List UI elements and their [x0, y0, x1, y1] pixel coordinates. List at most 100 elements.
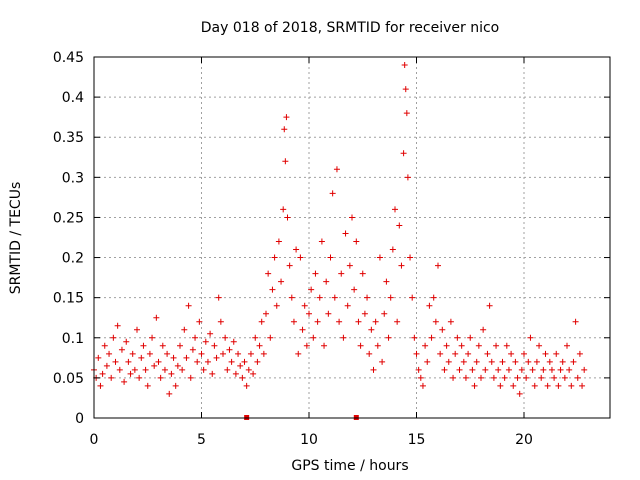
data-point — [293, 246, 300, 253]
data-point — [417, 374, 424, 381]
y-tick-label: 0 — [75, 411, 84, 427]
data-point — [497, 382, 504, 389]
data-point — [159, 342, 166, 349]
data-point — [368, 326, 375, 333]
data-point — [387, 294, 394, 301]
data-point — [548, 366, 555, 373]
data-point — [450, 374, 457, 381]
data-point — [179, 366, 186, 373]
data-point — [415, 366, 422, 373]
data-point — [299, 326, 306, 333]
data-point — [402, 86, 409, 93]
data-point — [331, 294, 338, 301]
data-point — [192, 334, 199, 341]
data-point — [239, 374, 246, 381]
data-point — [531, 382, 538, 389]
data-point — [121, 378, 128, 385]
data-point — [271, 254, 278, 261]
data-point — [202, 338, 209, 345]
data-point — [177, 342, 183, 349]
data-point — [426, 302, 433, 309]
data-point — [196, 318, 203, 325]
data-point — [564, 342, 570, 349]
data-point — [207, 330, 214, 337]
data-point — [551, 374, 558, 381]
data-point — [516, 390, 523, 397]
data-point — [370, 366, 377, 373]
data-point — [424, 358, 431, 365]
data-point — [151, 362, 158, 369]
data-point — [224, 366, 231, 373]
data-point — [400, 150, 407, 157]
data-point — [344, 302, 351, 309]
data-point — [490, 374, 497, 381]
data-point — [495, 366, 502, 373]
data-point — [559, 358, 566, 365]
data-point — [153, 314, 160, 321]
y-tick-label: 0.15 — [53, 291, 84, 307]
plot-frame — [93, 56, 611, 419]
data-point — [392, 206, 398, 213]
data-point — [340, 334, 347, 341]
x-tick-label: 0 — [90, 432, 99, 448]
data-point — [250, 370, 257, 377]
data-point — [389, 246, 396, 253]
data-point — [525, 358, 532, 365]
data-point — [538, 374, 545, 381]
data-point — [318, 238, 325, 245]
data-point — [385, 334, 392, 341]
data-point — [269, 286, 276, 293]
data-point — [376, 254, 383, 261]
data-point — [355, 318, 362, 325]
y-tick-label: 0.1 — [62, 331, 84, 347]
data-point — [308, 286, 315, 293]
data-point — [172, 382, 179, 389]
data-point — [284, 214, 291, 221]
data-point — [333, 166, 340, 173]
data-point — [323, 278, 330, 285]
data-point — [458, 342, 465, 349]
data-point — [493, 342, 500, 349]
data-point — [351, 286, 358, 293]
data-point — [503, 342, 510, 349]
data-point — [441, 366, 448, 373]
data-point — [288, 294, 295, 301]
data-point — [419, 382, 426, 389]
data-point — [136, 374, 143, 381]
data-point — [557, 366, 564, 373]
data-point — [456, 366, 463, 373]
data-point — [286, 262, 293, 269]
data-point — [570, 358, 577, 365]
data-point — [546, 358, 553, 365]
data-point — [306, 310, 312, 317]
data-point — [435, 262, 441, 269]
data-points — [91, 62, 588, 420]
data-point — [312, 270, 319, 277]
data-point — [226, 346, 233, 353]
data-point — [540, 366, 547, 373]
data-point — [134, 326, 140, 333]
data-point — [114, 322, 121, 329]
data-point — [189, 346, 196, 353]
data-point — [230, 338, 237, 345]
data-point — [574, 374, 581, 381]
grid-lines — [94, 57, 610, 418]
x-tick-label: 10 — [300, 432, 318, 448]
data-point — [297, 254, 304, 261]
data-point — [280, 206, 287, 213]
data-point — [258, 318, 265, 325]
data-point — [245, 366, 252, 373]
data-point — [566, 366, 573, 373]
data-point — [168, 370, 175, 377]
data-point — [209, 370, 216, 377]
data-point — [198, 350, 205, 357]
data-point — [254, 358, 261, 365]
data-point — [325, 310, 332, 317]
data-point — [166, 390, 173, 397]
data-point — [252, 334, 259, 341]
data-point — [488, 358, 495, 365]
data-point — [430, 294, 437, 301]
data-point — [327, 254, 334, 261]
data-point — [314, 318, 321, 325]
data-point — [413, 350, 420, 357]
